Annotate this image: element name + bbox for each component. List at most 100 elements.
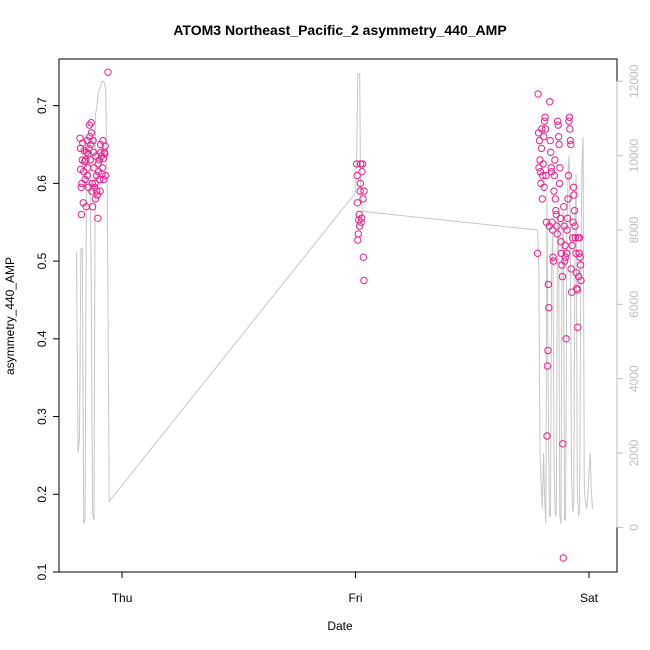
data-point (566, 125, 574, 133)
data-point (575, 234, 584, 242)
data-point (551, 195, 560, 203)
data-point (87, 129, 96, 137)
y2-tick-label: 8000 (627, 216, 641, 243)
data-point (357, 214, 366, 223)
data-point (562, 249, 571, 258)
data-point (553, 222, 561, 230)
data-point (85, 121, 94, 129)
data-point (553, 230, 561, 238)
y-tick-label: 0.7 (35, 97, 49, 114)
data-point (360, 187, 368, 195)
x-axis: Thu Fri Sat (112, 571, 599, 605)
data-point (93, 187, 101, 195)
data-point (570, 191, 578, 199)
data-point (89, 148, 98, 157)
data-point (539, 171, 547, 180)
data-point (91, 179, 99, 188)
data-point (541, 113, 549, 122)
data-point (565, 113, 574, 122)
x-tick-label: Sat (580, 591, 599, 605)
data-point (567, 265, 575, 273)
y2-tick-label: 12000 (627, 64, 641, 98)
data-point (557, 249, 566, 258)
data-point (552, 210, 560, 219)
data-point (576, 261, 585, 269)
y-axis-label: asymmetry_440_AMP (3, 257, 17, 375)
data-point (81, 156, 90, 164)
data-point (535, 164, 543, 172)
y2-tick-label: 4000 (627, 365, 641, 392)
data-point (356, 179, 365, 188)
data-point (568, 241, 576, 250)
data-point (567, 140, 575, 149)
data-point (94, 160, 102, 168)
y2-tick-label: 6000 (627, 291, 641, 318)
data-point (572, 269, 581, 277)
data-point (357, 218, 365, 226)
y-tick-label: 0.3 (35, 408, 49, 425)
data-point (556, 214, 565, 223)
x-axis-label: Date (327, 619, 353, 633)
data-point (554, 133, 563, 141)
series-line (76, 73, 593, 524)
data-point (538, 195, 546, 203)
data-point (88, 187, 96, 195)
data-point (355, 210, 363, 219)
series-points-group (76, 68, 585, 562)
data-point (577, 276, 585, 285)
data-point (541, 125, 550, 133)
data-point (356, 160, 365, 168)
y-axis-left: 0.1 0.2 0.3 0.4 0.5 0.6 0.7 (35, 97, 60, 580)
data-point (552, 206, 560, 215)
data-point (547, 164, 555, 172)
data-point (568, 234, 577, 242)
data-point (560, 203, 568, 211)
data-point (96, 140, 105, 149)
data-point (534, 90, 542, 98)
data-point (543, 432, 551, 440)
chart-title: ATOM3 Northeast_Pacific_2 asymmetry_440_… (173, 22, 506, 38)
data-point (573, 286, 581, 294)
data-point (555, 179, 564, 188)
y2-tick-label: 0 (627, 524, 641, 531)
data-point (101, 142, 109, 150)
data-point (94, 214, 102, 223)
data-point (561, 257, 569, 265)
data-point (546, 98, 554, 106)
data-point (555, 140, 563, 149)
data-point (537, 144, 546, 153)
data-point (544, 346, 552, 355)
data-point (549, 253, 557, 261)
data-point (356, 222, 364, 230)
data-point (102, 171, 110, 180)
data-point (559, 554, 567, 562)
data-point (95, 156, 103, 164)
data-point (561, 253, 570, 261)
data-point (81, 175, 89, 184)
data-point (87, 140, 95, 149)
data-point (98, 164, 107, 172)
data-point (97, 148, 105, 157)
data-point (558, 272, 567, 281)
data-point (86, 156, 95, 164)
data-point (79, 139, 87, 147)
data-point (100, 175, 108, 184)
data-point (554, 121, 562, 129)
data-point (566, 136, 574, 145)
data-point (550, 171, 559, 180)
data-point (353, 171, 361, 180)
data-point (544, 280, 553, 289)
data-point (358, 168, 366, 176)
data-point (360, 276, 368, 285)
data-point (576, 253, 584, 261)
data-point (574, 323, 582, 331)
data-point (353, 199, 362, 207)
data-point (104, 68, 112, 76)
data-point (563, 226, 571, 234)
series-line-group (76, 73, 593, 524)
data-point (356, 187, 364, 195)
data-point (533, 249, 542, 258)
data-point (550, 187, 558, 195)
data-point (545, 304, 553, 312)
data-point (543, 362, 552, 370)
